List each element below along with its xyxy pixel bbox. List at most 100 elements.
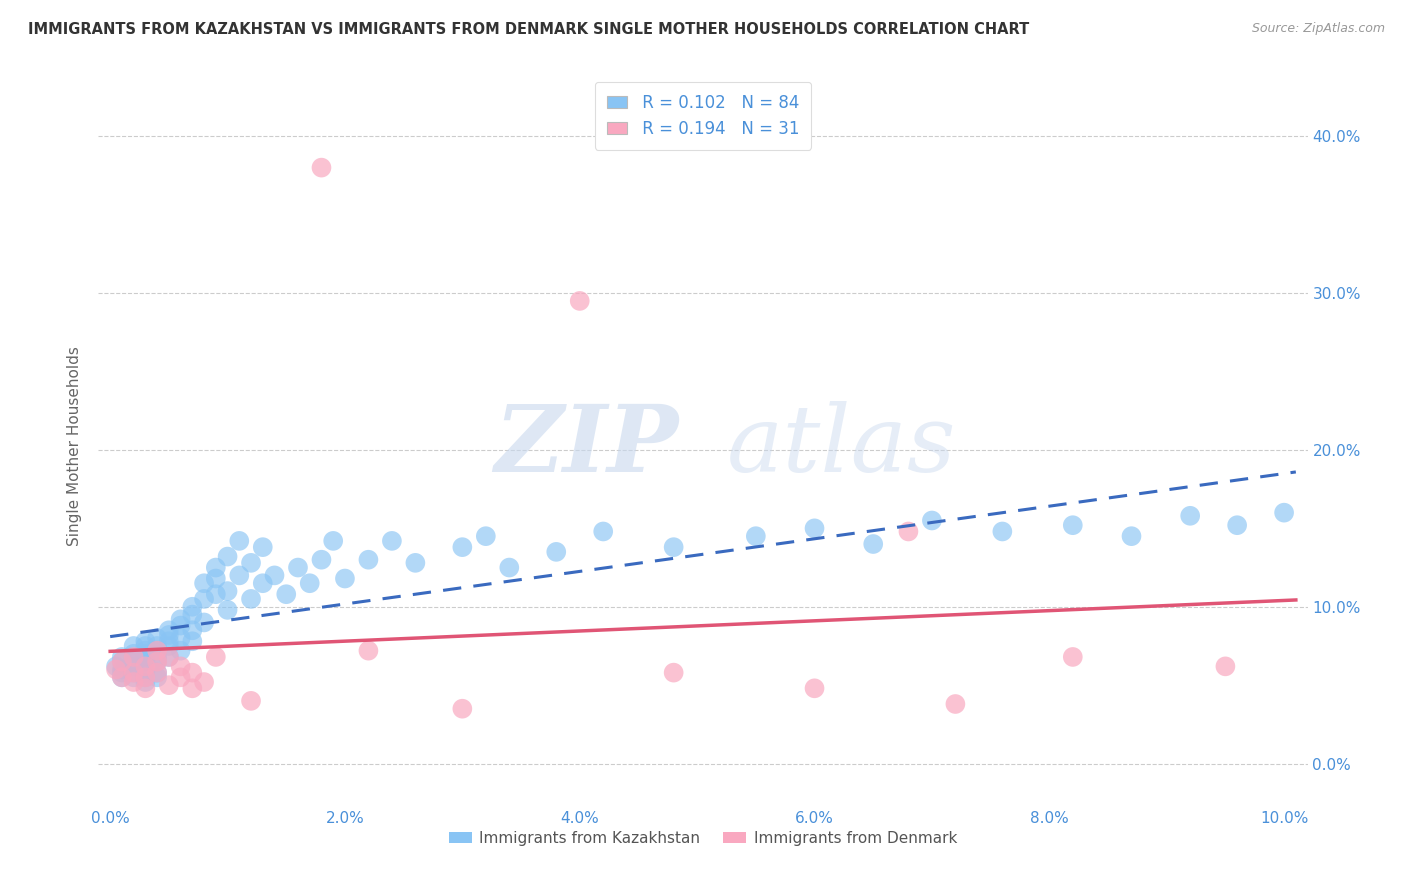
Point bbox=[240, 591, 263, 606]
Point bbox=[122, 649, 145, 664]
Point bbox=[181, 607, 204, 622]
Point bbox=[146, 665, 169, 680]
Point bbox=[181, 599, 204, 614]
Point bbox=[146, 639, 169, 653]
Point bbox=[105, 663, 128, 677]
Point bbox=[193, 675, 215, 690]
Point bbox=[862, 537, 884, 551]
Point bbox=[333, 572, 356, 586]
Point bbox=[311, 552, 333, 566]
Point bbox=[204, 587, 226, 601]
Point bbox=[146, 670, 169, 684]
Point bbox=[146, 643, 169, 657]
Point bbox=[357, 552, 380, 566]
Point bbox=[134, 647, 156, 661]
Point bbox=[193, 576, 215, 591]
Point bbox=[568, 293, 591, 308]
Point bbox=[451, 540, 474, 554]
Point bbox=[803, 521, 825, 535]
Point bbox=[240, 556, 263, 570]
Point bbox=[451, 702, 474, 716]
Point bbox=[157, 624, 180, 638]
Point bbox=[945, 697, 967, 711]
Point bbox=[134, 639, 156, 653]
Point bbox=[1062, 649, 1084, 664]
Point bbox=[228, 533, 250, 548]
Point bbox=[404, 556, 426, 570]
Point bbox=[1062, 518, 1084, 533]
Point bbox=[311, 161, 333, 175]
Point bbox=[181, 681, 204, 696]
Point bbox=[157, 639, 180, 653]
Legend: Immigrants from Kazakhstan, Immigrants from Denmark: Immigrants from Kazakhstan, Immigrants f… bbox=[443, 825, 963, 852]
Point bbox=[111, 670, 134, 684]
Point bbox=[146, 643, 169, 657]
Point bbox=[134, 655, 156, 669]
Point bbox=[134, 675, 156, 690]
Point bbox=[134, 663, 156, 677]
Point bbox=[475, 529, 498, 543]
Point bbox=[357, 643, 380, 657]
Point bbox=[169, 631, 191, 645]
Point bbox=[157, 634, 180, 648]
Point bbox=[181, 624, 204, 638]
Point bbox=[662, 540, 685, 554]
Text: IMMIGRANTS FROM KAZAKHSTAN VS IMMIGRANTS FROM DENMARK SINGLE MOTHER HOUSEHOLDS C: IMMIGRANTS FROM KAZAKHSTAN VS IMMIGRANTS… bbox=[28, 22, 1029, 37]
Y-axis label: Single Mother Households: Single Mother Households bbox=[67, 346, 83, 546]
Point bbox=[134, 670, 156, 684]
Point bbox=[662, 665, 685, 680]
Point bbox=[134, 659, 156, 673]
Point bbox=[1180, 508, 1202, 523]
Point bbox=[263, 568, 285, 582]
Point bbox=[204, 572, 226, 586]
Point bbox=[134, 643, 156, 657]
Text: Source: ZipAtlas.com: Source: ZipAtlas.com bbox=[1251, 22, 1385, 36]
Point bbox=[217, 584, 239, 599]
Point bbox=[146, 655, 169, 669]
Point bbox=[897, 524, 920, 539]
Point bbox=[1121, 529, 1143, 543]
Point bbox=[1272, 506, 1295, 520]
Point bbox=[122, 665, 145, 680]
Point bbox=[803, 681, 825, 696]
Point bbox=[146, 665, 169, 680]
Point bbox=[322, 533, 344, 548]
Point bbox=[252, 540, 274, 554]
Point bbox=[111, 665, 134, 680]
Point bbox=[157, 649, 180, 664]
Point bbox=[169, 612, 191, 626]
Point bbox=[287, 560, 309, 574]
Point bbox=[134, 681, 156, 696]
Point bbox=[157, 628, 180, 642]
Point bbox=[111, 670, 134, 684]
Point bbox=[991, 524, 1014, 539]
Point bbox=[745, 529, 768, 543]
Point bbox=[111, 649, 134, 664]
Point bbox=[592, 524, 614, 539]
Point bbox=[217, 549, 239, 564]
Point bbox=[122, 647, 145, 661]
Point bbox=[240, 694, 263, 708]
Point bbox=[381, 533, 404, 548]
Point bbox=[1215, 659, 1237, 673]
Point bbox=[134, 665, 156, 680]
Point bbox=[134, 670, 156, 684]
Point bbox=[169, 659, 191, 673]
Text: atlas: atlas bbox=[727, 401, 956, 491]
Point bbox=[122, 670, 145, 684]
Point bbox=[105, 659, 128, 673]
Point bbox=[252, 576, 274, 591]
Point bbox=[181, 634, 204, 648]
Point bbox=[498, 560, 520, 574]
Point bbox=[169, 618, 191, 632]
Point bbox=[122, 675, 145, 690]
Point bbox=[111, 655, 134, 669]
Point bbox=[298, 576, 321, 591]
Point bbox=[146, 631, 169, 645]
Point bbox=[111, 663, 134, 677]
Point bbox=[122, 665, 145, 680]
Point bbox=[146, 655, 169, 669]
Point bbox=[169, 643, 191, 657]
Point bbox=[122, 655, 145, 669]
Point bbox=[204, 560, 226, 574]
